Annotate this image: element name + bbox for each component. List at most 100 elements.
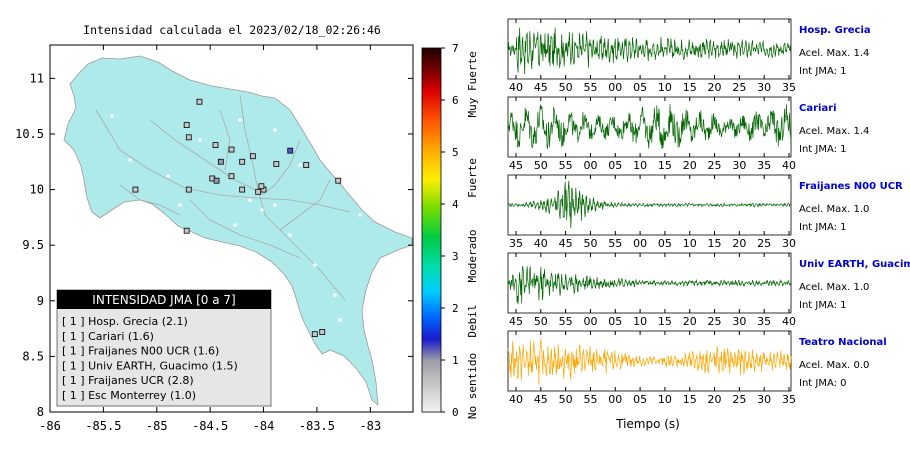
station-name: Hosp. Grecia (799, 25, 871, 36)
colorbar (421, 47, 442, 413)
legend-item: [ 1 ] Univ EARTH, Guacimo (1.5) (62, 359, 238, 372)
map-y-tick-label: 8.5 (22, 349, 44, 363)
jma-intensity: Int JMA: 1 (799, 222, 847, 233)
trace-tick-label: 30 (757, 393, 771, 406)
colorbar-tick-label: 0 (452, 406, 459, 419)
station-marker (185, 134, 192, 141)
station-marker (183, 122, 190, 128)
trace-tick-label: 05 (608, 315, 622, 328)
trace-tick-label: 55 (559, 315, 573, 328)
legend-item: [ 1 ] Esc Monterrey (1.0) (62, 389, 196, 402)
station-marker (258, 183, 265, 190)
trace-tick-label: 20 (708, 393, 722, 406)
waveform-panel: 45 50 55 00 05 10 15 20 25 30 35 40 Univ EARTH, Guac… (507, 252, 910, 328)
trace-tick-label: 50 (534, 159, 548, 172)
trace-tick-label: 15 (708, 237, 722, 250)
trace-tick-label: 50 (534, 315, 548, 328)
station-markers (132, 98, 342, 338)
trace-tick-label: 35 (782, 81, 796, 94)
map-x-tick-label: -85 (146, 419, 168, 433)
trace-tick-label: 15 (683, 81, 697, 94)
trace-tick-label: 10 (658, 393, 672, 406)
trace-tick-label: 35 (509, 237, 523, 250)
map-y-tick-label: 9 (37, 294, 44, 308)
station-marker (183, 227, 190, 234)
trace-tick-label: 05 (658, 237, 672, 250)
trace-tick-label: 00 (583, 315, 597, 328)
map-x-tick-label: -85.5 (85, 419, 121, 433)
map-x-tick-label: -84 (253, 419, 275, 433)
waveform-panel: 45 50 55 00 05 10 15 20 25 30 35 40 Cariari Acel. Max… (507, 96, 869, 172)
trace-tick-label: 45 (559, 237, 573, 250)
trace-tick-label: 15 (658, 315, 672, 328)
trace-tick-label: 55 (583, 393, 597, 406)
colorbar-tick-label: 3 (452, 250, 459, 263)
station-marker (212, 142, 219, 148)
waveform-trace (507, 337, 792, 385)
colorbar-tick-label: 2 (452, 302, 459, 315)
max-acceleration: Acel. Max. 1.0 (799, 204, 869, 215)
colorbar-tick-label: 5 (452, 146, 459, 159)
road-network (95, 94, 351, 301)
trace-tick-label: 55 (583, 81, 597, 94)
trace-tick-label: 30 (757, 81, 771, 94)
trace-tick-label: 25 (732, 81, 746, 94)
colorbar-label: Muy Fuerte (466, 51, 479, 117)
map-y-tick-label: 8 (37, 405, 44, 419)
max-acceleration: Acel. Max. 1.0 (799, 282, 869, 293)
colorbar-labels: No sentido Debil Moderado Fuerte Muy Fuerte (466, 51, 479, 419)
station-name: Teatro Nacional (799, 337, 887, 348)
waveform-panel: 40 45 50 55 00 05 10 15 20 25 30 35 Teatro Nacional A… (507, 330, 887, 406)
jma-intensity: Int JMA: 0 (799, 378, 847, 389)
map-x-ticks: -86 -85.5 -85 -84.5 -84 -83.5 -83 (39, 45, 381, 433)
legend-item: [ 1 ] Hosp. Grecia (2.1) (62, 315, 188, 328)
trace-tick-label: 40 (782, 315, 796, 328)
colorbar-label: Fuerte (466, 158, 479, 198)
intensity-legend: INTENSIDAD JMA [0 a 7] [ 1 ] Hosp. Greci… (56, 289, 272, 407)
colorbar-ticks: 0 1 2 3 4 5 6 7 (441, 42, 459, 419)
trace-tick-label: 35 (782, 393, 796, 406)
station-name: Fraijanes N00 UCR (799, 181, 903, 192)
waveform-trace (507, 180, 792, 229)
trace-tick-label: 30 (782, 237, 796, 250)
trace-tick-label: 00 (608, 81, 622, 94)
trace-tick-label: 35 (757, 159, 771, 172)
waveform-panel: 40 45 50 55 00 05 10 15 20 25 30 35 Hosp. Grecia Acel… (507, 18, 871, 94)
trace-tick-label: 35 (757, 315, 771, 328)
legend-item: [ 1 ] Cariari (1.6) (62, 330, 154, 343)
station-marker (228, 173, 235, 180)
trace-tick-label: 45 (534, 81, 548, 94)
max-acceleration: Acel. Max. 1.4 (799, 126, 869, 137)
map-x-tick-label: -84.5 (192, 419, 228, 433)
colorbar-tick-label: 1 (452, 354, 459, 367)
jma-intensity: Int JMA: 1 (799, 144, 847, 155)
trace-tick-label: 10 (658, 81, 672, 94)
trace-tick-label: 15 (683, 393, 697, 406)
trace-tick-label: 25 (708, 315, 722, 328)
station-marker (287, 147, 294, 154)
trace-tick-label: 20 (683, 315, 697, 328)
jma-intensity: Int JMA: 1 (799, 300, 847, 311)
map-y-tick-label: 10.5 (15, 127, 44, 141)
colorbar-label: Debil (466, 304, 479, 337)
trace-tick-label: 20 (683, 159, 697, 172)
station-marker (239, 158, 246, 165)
trace-tick-label: 50 (559, 393, 573, 406)
trace-tick-label: 05 (608, 159, 622, 172)
map-y-tick-label: 10 (30, 183, 44, 197)
colorbar-tick-label: 6 (452, 94, 459, 107)
trace-tick-label: 30 (732, 315, 746, 328)
trace-tick-label: 10 (633, 159, 647, 172)
waveform-trace (507, 27, 792, 75)
legend-item: [ 1 ] Fraijanes N00 UCR (1.6) (62, 345, 219, 358)
map-title: Intensidad calculada el 2023/02/18_02:26… (83, 23, 381, 37)
trace-tick-label: 40 (509, 81, 523, 94)
station-marker (255, 188, 262, 195)
trace-tick-label: 45 (509, 159, 523, 172)
trace-tick-label: 00 (608, 393, 622, 406)
max-acceleration: Acel. Max. 1.4 (799, 48, 869, 59)
station-marker (311, 331, 318, 338)
map-y-ticks: 11 10.5 10 9.5 9 8.5 8 (15, 71, 413, 419)
waveform-trace (507, 265, 792, 305)
station-marker (217, 158, 224, 165)
